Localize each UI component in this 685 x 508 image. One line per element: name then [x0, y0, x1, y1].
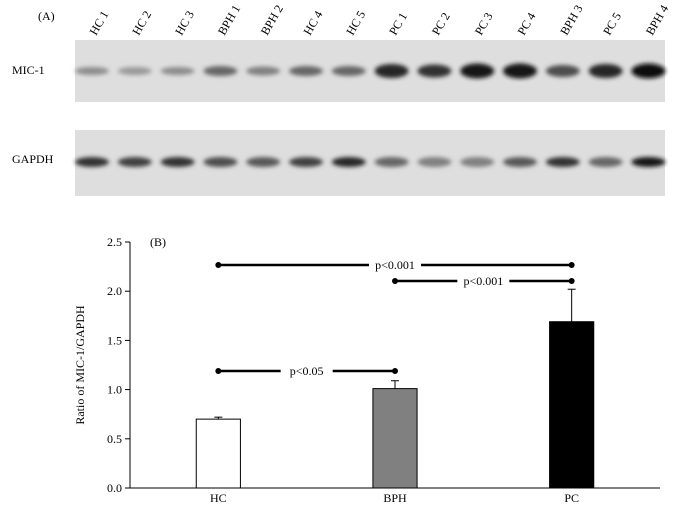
bar — [195, 418, 241, 489]
y-tick-label: 1.0 — [107, 383, 122, 397]
lane-label: HC 3 — [172, 8, 197, 37]
band — [75, 157, 109, 167]
band — [417, 64, 452, 78]
row-label: GAPDH — [12, 152, 54, 166]
bracket-end — [568, 278, 575, 284]
lane-label: PC 4 — [514, 10, 538, 38]
lane-label: PC 3 — [472, 10, 496, 38]
label-bg — [457, 273, 510, 289]
lane-label: BPH 4 — [643, 2, 671, 37]
bracket-end — [568, 262, 575, 268]
lane-label: PC 1 — [386, 10, 410, 38]
band — [203, 66, 238, 76]
lane-label: PC 5 — [600, 10, 624, 38]
band — [460, 157, 495, 167]
x-tick-label: BPH — [383, 491, 407, 505]
bracket-end — [392, 278, 398, 284]
band — [588, 64, 623, 78]
y-tick-label: 2.0 — [107, 284, 122, 298]
lane-label: BPH 3 — [557, 2, 585, 37]
band — [545, 65, 580, 77]
band — [246, 66, 281, 76]
band — [374, 64, 409, 78]
annotation: p<0.001 — [375, 258, 415, 272]
y-axis-label: Ratio of MIC-1/GAPDH — [73, 305, 87, 425]
band — [289, 157, 323, 167]
bar — [372, 388, 418, 489]
row-label: MIC-1 — [12, 63, 45, 77]
x-tick-label: PC — [564, 491, 579, 505]
bracket-end — [215, 368, 222, 374]
annotation: p<0.001 — [463, 274, 503, 288]
y-tick-label: 0.5 — [107, 432, 122, 446]
lane-label: BPH 2 — [258, 2, 286, 37]
lane-label: HC 2 — [129, 8, 154, 37]
lane-label: HC 4 — [300, 8, 325, 37]
band — [75, 67, 109, 75]
band — [503, 157, 537, 167]
band — [631, 157, 666, 167]
lane-label: HC 5 — [343, 8, 368, 37]
y-tick-label: 2.5 — [107, 235, 122, 249]
y-tick-label: 1.5 — [107, 333, 122, 347]
band — [117, 157, 152, 167]
band — [117, 67, 152, 75]
lane-label: PC 2 — [429, 10, 453, 38]
lane-label: HC 1 — [86, 8, 111, 37]
band — [374, 157, 409, 167]
y-tick-label: 0.0 — [107, 481, 122, 495]
band — [203, 157, 238, 167]
band — [160, 67, 195, 75]
band — [331, 157, 366, 167]
bracket-end — [392, 368, 398, 374]
label-bg — [369, 257, 421, 273]
band — [331, 66, 366, 76]
annotation: p<0.05 — [290, 364, 324, 378]
band — [417, 157, 452, 167]
band — [246, 157, 281, 167]
x-tick-label: HC — [210, 491, 227, 505]
panel-label: (A) — [38, 9, 55, 23]
band — [545, 157, 580, 167]
band — [460, 63, 495, 79]
band — [588, 157, 623, 167]
bracket-end — [215, 262, 222, 268]
band — [289, 66, 323, 76]
panel-label: (B) — [150, 235, 166, 249]
lane-label: BPH 1 — [215, 2, 243, 37]
bar — [549, 321, 595, 489]
band — [503, 63, 537, 79]
band — [631, 63, 666, 79]
band — [160, 157, 195, 167]
label-bg — [280, 363, 333, 379]
